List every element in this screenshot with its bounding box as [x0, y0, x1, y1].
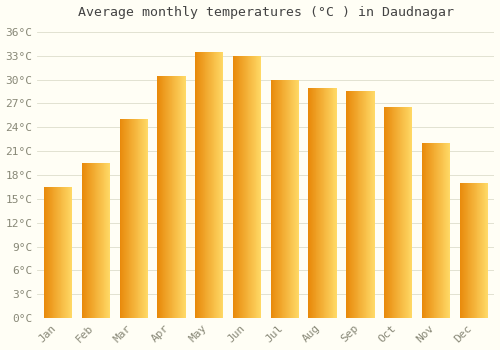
Title: Average monthly temperatures (°C ) in Daudnagar: Average monthly temperatures (°C ) in Da…	[78, 6, 454, 19]
